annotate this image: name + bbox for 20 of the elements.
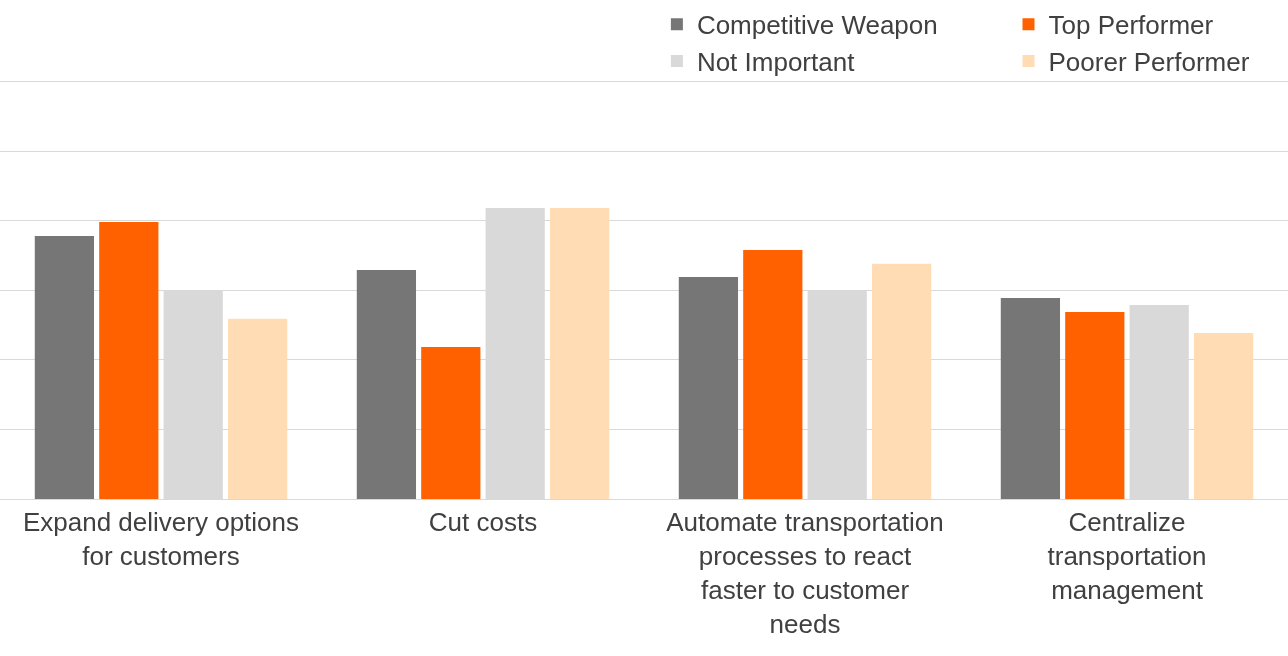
bar bbox=[1065, 311, 1125, 499]
bar bbox=[1193, 333, 1254, 499]
legend-label: Not Important bbox=[696, 47, 856, 78]
bar bbox=[421, 347, 481, 499]
bar bbox=[227, 318, 288, 499]
bar bbox=[1000, 297, 1061, 499]
bar bbox=[99, 221, 159, 499]
bar bbox=[356, 269, 417, 499]
x-tick-label: Expand delivery options for customers bbox=[22, 507, 300, 571]
bar bbox=[743, 249, 803, 499]
bar bbox=[34, 235, 95, 499]
x-tick-label: Automate transportation processes to react faster to customer needs bbox=[666, 507, 944, 639]
bar bbox=[549, 207, 610, 499]
legend-label: Poorer Performer bbox=[1048, 47, 1250, 78]
bar bbox=[678, 276, 739, 499]
x-tick-label: Cut costs bbox=[428, 507, 538, 538]
bar bbox=[871, 263, 932, 499]
legend-label: Top Performer bbox=[1048, 10, 1214, 41]
x-tick-label: Centralize transportation management bbox=[1047, 507, 1207, 605]
legend-label: Competitive Weapon bbox=[696, 10, 938, 41]
